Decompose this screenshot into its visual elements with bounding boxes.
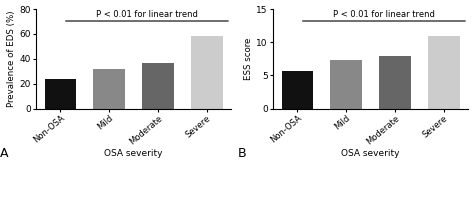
Text: P < 0.01 for linear trend: P < 0.01 for linear trend [333, 10, 435, 19]
Bar [428, 36, 459, 109]
Text: P < 0.01 for linear trend: P < 0.01 for linear trend [96, 10, 198, 19]
X-axis label: OSA severity: OSA severity [341, 149, 400, 158]
Text: A: A [0, 147, 9, 160]
Y-axis label: Prevalence of EDS (%): Prevalence of EDS (%) [8, 11, 17, 107]
Bar [93, 69, 125, 109]
Bar [379, 56, 411, 109]
Bar [191, 36, 222, 109]
Bar [45, 79, 76, 109]
X-axis label: OSA severity: OSA severity [104, 149, 163, 158]
Bar [142, 63, 174, 109]
Text: B: B [237, 147, 246, 160]
Bar [330, 59, 362, 109]
Y-axis label: ESS score: ESS score [245, 38, 254, 80]
Bar [282, 71, 313, 109]
